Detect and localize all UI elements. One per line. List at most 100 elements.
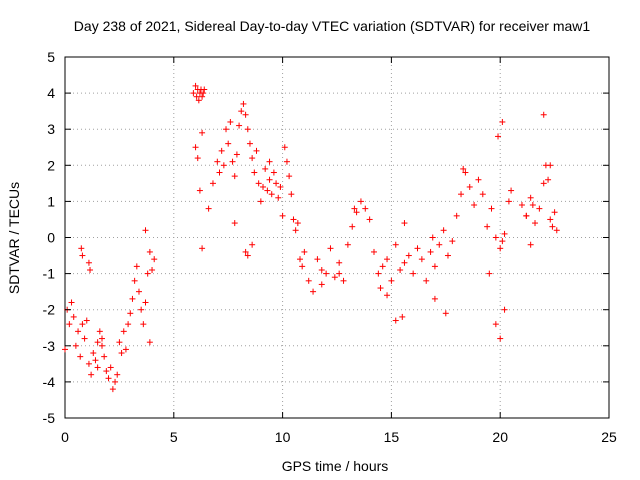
- data-point: [294, 220, 301, 227]
- data-point: [87, 266, 94, 273]
- data-point: [458, 191, 465, 198]
- data-point: [244, 126, 251, 133]
- data-point: [273, 180, 280, 187]
- x-tick-label: 20: [492, 429, 508, 445]
- data-point: [499, 118, 506, 125]
- data-point: [266, 176, 273, 183]
- data-point: [88, 371, 95, 378]
- data-point: [251, 169, 258, 176]
- data-point: [362, 205, 369, 212]
- data-point: [231, 173, 238, 180]
- data-point: [214, 158, 221, 165]
- data-point: [384, 256, 391, 263]
- data-point: [449, 238, 456, 245]
- data-point: [94, 339, 101, 346]
- data-point: [549, 223, 556, 230]
- data-point: [292, 227, 299, 234]
- data-point: [301, 248, 308, 255]
- y-tick-label: -5: [43, 410, 56, 426]
- data-point: [98, 335, 105, 342]
- data-point: [107, 364, 114, 371]
- data-point: [353, 209, 360, 216]
- data-point: [266, 158, 273, 165]
- data-point: [401, 220, 408, 227]
- x-tick-label: 5: [170, 429, 178, 445]
- data-point: [405, 252, 412, 259]
- data-point: [242, 111, 249, 118]
- data-point: [527, 194, 534, 201]
- data-point: [484, 223, 491, 230]
- data-point: [70, 313, 77, 320]
- y-axis-label: SDTVAR / TECUs: [6, 182, 22, 294]
- data-point: [466, 183, 473, 190]
- data-point: [349, 223, 356, 230]
- y-tick-label: 3: [47, 121, 55, 137]
- data-point: [518, 202, 525, 209]
- data-point: [120, 328, 127, 335]
- data-point: [199, 245, 206, 252]
- data-point: [392, 317, 399, 324]
- data-point: [505, 198, 512, 205]
- data-point: [238, 108, 245, 115]
- y-tick-label: -1: [43, 266, 56, 282]
- y-tick-label: 2: [47, 157, 55, 173]
- data-point: [246, 140, 253, 147]
- data-point: [431, 263, 438, 270]
- data-point: [318, 281, 325, 288]
- data-point: [227, 118, 234, 125]
- data-point: [253, 147, 260, 154]
- data-point: [551, 209, 558, 216]
- data-point: [501, 230, 508, 237]
- data-point: [140, 321, 147, 328]
- data-point: [244, 252, 251, 259]
- y-tick-label: 1: [47, 193, 55, 209]
- data-point: [114, 371, 121, 378]
- data-point: [475, 176, 482, 183]
- data-point: [331, 274, 338, 281]
- data-point: [279, 212, 286, 219]
- chart-title: Day 238 of 2021, Sidereal Day-to-day VTE…: [74, 18, 591, 34]
- data-point: [192, 144, 199, 151]
- data-point: [129, 295, 136, 302]
- data-point: [314, 256, 321, 263]
- data-point: [92, 357, 99, 364]
- data-point: [98, 342, 105, 349]
- data-point: [68, 299, 75, 306]
- data-point: [196, 187, 203, 194]
- data-point: [127, 310, 134, 317]
- data-point: [492, 321, 499, 328]
- x-tick-label: 0: [61, 429, 69, 445]
- data-point: [547, 162, 554, 169]
- data-point: [72, 342, 79, 349]
- data-point: [264, 187, 271, 194]
- data-point: [336, 259, 343, 266]
- data-point: [229, 158, 236, 165]
- data-point: [495, 133, 502, 140]
- data-point: [240, 100, 247, 107]
- data-point: [429, 234, 436, 241]
- data-point: [103, 368, 110, 375]
- data-point: [553, 227, 560, 234]
- data-point: [344, 241, 351, 248]
- data-point: [79, 252, 86, 259]
- data-point: [401, 259, 408, 266]
- data-point: [195, 97, 202, 104]
- data-point: [209, 180, 216, 187]
- data-point: [249, 241, 256, 248]
- data-point: [281, 144, 288, 151]
- data-point: [225, 140, 232, 147]
- data-point: [257, 198, 264, 205]
- data-point: [77, 353, 84, 360]
- data-point: [236, 122, 243, 129]
- data-point: [131, 277, 138, 284]
- data-point: [529, 202, 536, 209]
- data-point: [142, 227, 149, 234]
- data-point: [205, 205, 212, 212]
- data-point: [499, 238, 506, 245]
- data-point: [297, 256, 304, 263]
- data-points: [62, 82, 560, 393]
- data-point: [62, 346, 68, 353]
- data-point: [193, 93, 200, 100]
